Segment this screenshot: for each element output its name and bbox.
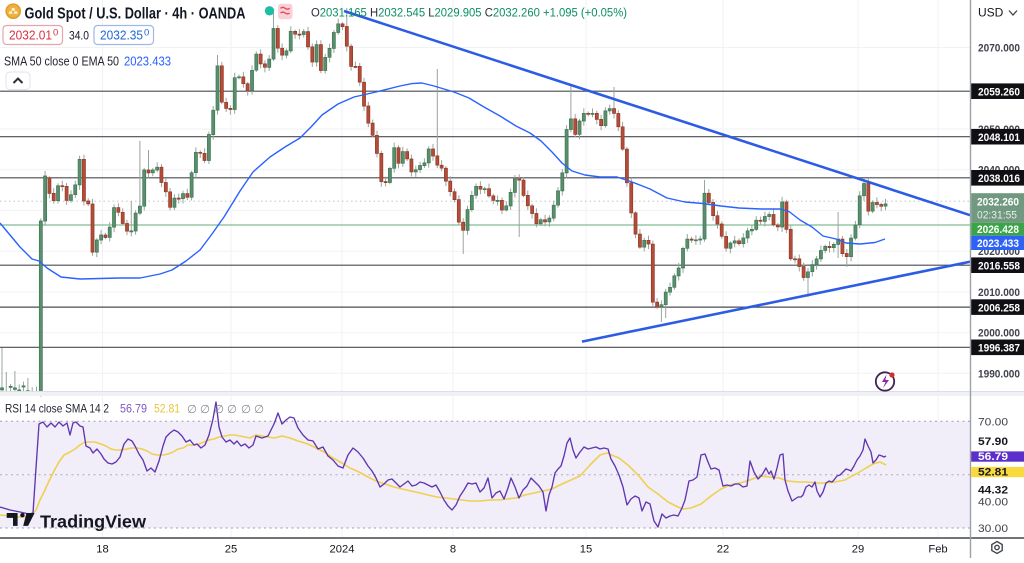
svg-text:Feb: Feb — [928, 544, 947, 556]
svg-text:2006.258: 2006.258 — [978, 302, 1020, 314]
svg-text:25: 25 — [225, 544, 237, 556]
svg-text:∅: ∅ — [227, 404, 237, 416]
svg-text:2024: 2024 — [330, 544, 355, 556]
svg-text:34.0: 34.0 — [69, 31, 89, 43]
svg-text:∅: ∅ — [214, 404, 224, 416]
svg-text:8: 8 — [450, 544, 456, 556]
svg-text:70.00: 70.00 — [978, 416, 1008, 428]
svg-text:56.79: 56.79 — [120, 402, 147, 416]
svg-text:2038.016: 2038.016 — [978, 173, 1020, 185]
svg-text:Gold Spot / U.S. Dollar · 4h ·: Gold Spot / U.S. Dollar · 4h · OANDA — [25, 6, 246, 23]
svg-text:2032.260: 2032.260 — [977, 197, 1019, 209]
svg-text:22: 22 — [717, 544, 729, 556]
svg-text:2032.01: 2032.01 — [9, 29, 52, 43]
svg-text:02:31:55: 02:31:55 — [977, 210, 1017, 222]
svg-text:56.79: 56.79 — [978, 451, 1008, 463]
svg-text:0: 0 — [53, 28, 58, 39]
svg-text:2048.101: 2048.101 — [978, 132, 1020, 144]
svg-text:57.90: 57.90 — [978, 436, 1008, 448]
svg-text:2023.433: 2023.433 — [977, 238, 1019, 250]
svg-text:15: 15 — [580, 544, 592, 556]
svg-text:2032.35: 2032.35 — [100, 29, 143, 43]
svg-text:30.00: 30.00 — [978, 523, 1008, 535]
svg-text:29: 29 — [852, 544, 864, 556]
svg-text:RSI 14 close SMA 14 2: RSI 14 close SMA 14 2 — [5, 402, 109, 416]
svg-text:1990.000: 1990.000 — [978, 368, 1020, 380]
svg-text:52.81: 52.81 — [154, 402, 180, 416]
svg-text:44.32: 44.32 — [978, 484, 1008, 496]
svg-text:18: 18 — [96, 544, 108, 556]
svg-text:TradingView: TradingView — [40, 512, 146, 532]
svg-text:0: 0 — [144, 28, 149, 39]
svg-text:2016.558: 2016.558 — [978, 260, 1020, 272]
svg-text:∅: ∅ — [254, 404, 264, 416]
svg-text:2000.000: 2000.000 — [978, 328, 1020, 340]
svg-text:2059.260: 2059.260 — [978, 86, 1020, 98]
svg-text:2010.000: 2010.000 — [978, 287, 1020, 299]
svg-text:∅: ∅ — [241, 404, 251, 416]
svg-text:2070.000: 2070.000 — [978, 43, 1020, 55]
svg-text:O2031.165 H2032.545 L2029.905: O2031.165 H2032.545 L2029.905 C2032.260 … — [311, 6, 627, 20]
svg-text:2023.433: 2023.433 — [124, 55, 171, 69]
svg-text:1996.387: 1996.387 — [978, 343, 1020, 355]
svg-text:SMA 50 close 0 EMA 50: SMA 50 close 0 EMA 50 — [4, 55, 119, 69]
svg-text:40.00: 40.00 — [978, 496, 1008, 508]
svg-text:2026.428: 2026.428 — [977, 224, 1019, 236]
svg-text:USD: USD — [978, 6, 1004, 20]
svg-text:52.81: 52.81 — [978, 467, 1008, 479]
svg-text:∅: ∅ — [200, 404, 210, 416]
svg-text:∅: ∅ — [187, 404, 197, 416]
